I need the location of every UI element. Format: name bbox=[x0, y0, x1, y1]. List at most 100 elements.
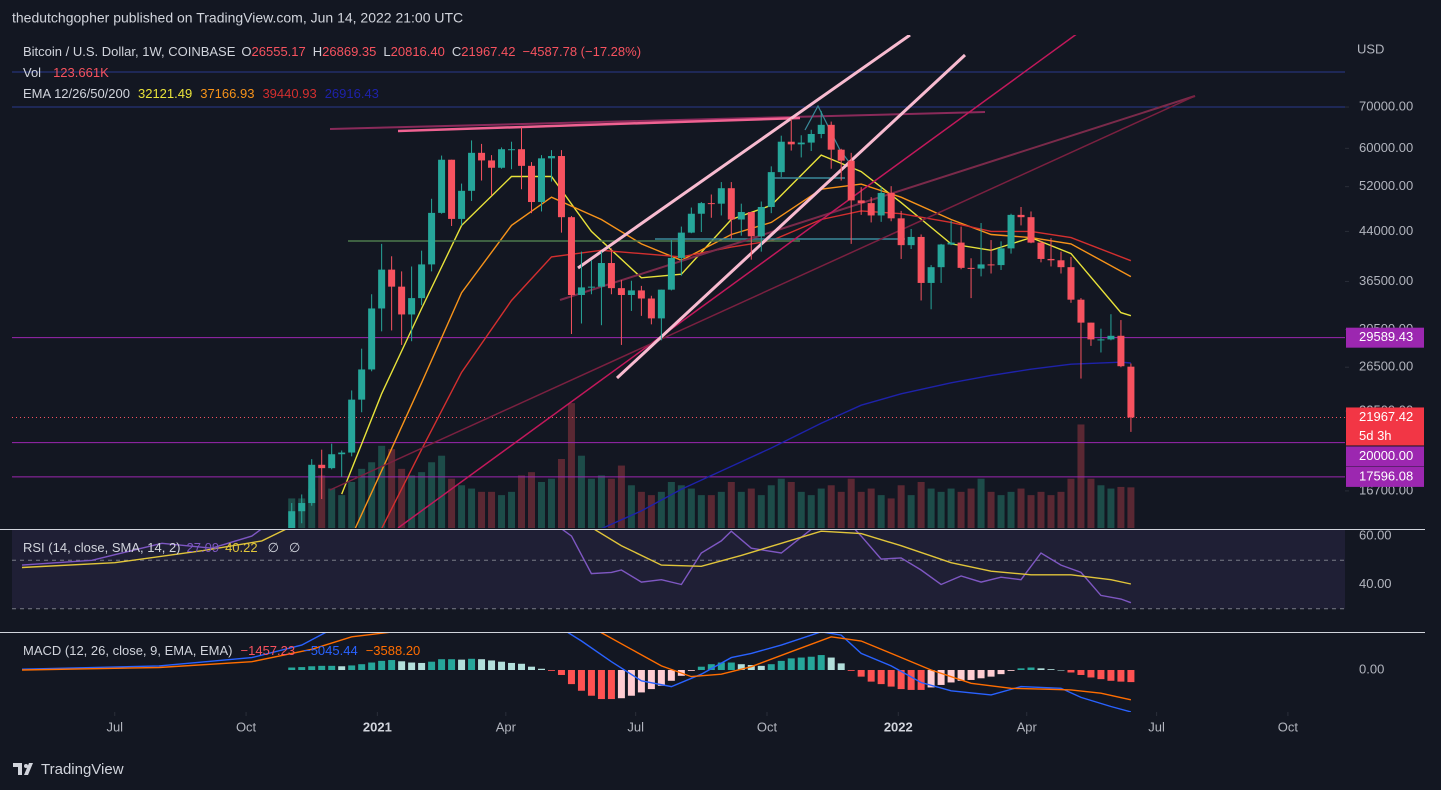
candle-body bbox=[837, 149, 845, 161]
volume-bar bbox=[408, 475, 416, 528]
candle-body bbox=[857, 200, 865, 204]
candle-body bbox=[607, 263, 615, 289]
volume-bar bbox=[1047, 495, 1055, 528]
macd-histogram-bar bbox=[388, 660, 396, 671]
macd-histogram-bar bbox=[737, 664, 745, 671]
candle-body bbox=[777, 141, 785, 173]
macd-histogram-bar bbox=[408, 662, 416, 671]
volume-bar bbox=[877, 495, 885, 528]
candle-body bbox=[977, 264, 985, 269]
candle-body bbox=[827, 124, 835, 150]
macd-histogram-bar bbox=[787, 658, 795, 671]
drawing-line bbox=[615, 53, 967, 380]
volume-bar bbox=[338, 495, 346, 528]
candle-body bbox=[577, 287, 585, 296]
candle-body bbox=[1067, 267, 1075, 300]
candle-body bbox=[957, 242, 965, 268]
ema-line bbox=[381, 210, 1132, 528]
candle-body bbox=[288, 511, 296, 528]
legend-item: L bbox=[383, 44, 390, 59]
volume-bar bbox=[428, 462, 436, 528]
candle-body bbox=[408, 298, 416, 315]
macd-histogram-bar bbox=[957, 670, 965, 681]
macd-histogram-bar bbox=[547, 670, 555, 671]
volume-bar bbox=[737, 491, 745, 528]
legend-item: 26916.43 bbox=[325, 86, 379, 101]
volume-bar bbox=[388, 449, 396, 528]
candle-body bbox=[478, 152, 486, 161]
volume-bar bbox=[617, 465, 625, 528]
volume-bar bbox=[498, 495, 506, 528]
y-tick-label: 26500.00 bbox=[1359, 359, 1413, 374]
volume-bar bbox=[837, 491, 845, 528]
candle-body bbox=[747, 212, 755, 237]
candle-body bbox=[887, 192, 895, 219]
x-tick-label: 2022 bbox=[884, 719, 913, 734]
macd-line bbox=[21, 633, 1132, 701]
candle-body bbox=[817, 124, 825, 134]
candle-body bbox=[1107, 335, 1115, 340]
macd-histogram-bar bbox=[717, 662, 725, 671]
legend-item: ∅ bbox=[268, 540, 279, 555]
legend-item: −3588.20 bbox=[366, 643, 421, 658]
volume-bar bbox=[1017, 488, 1025, 528]
candle-body bbox=[518, 149, 526, 166]
volume-bar bbox=[458, 485, 466, 528]
candle-body bbox=[677, 232, 685, 258]
volume-bar bbox=[1117, 486, 1125, 528]
volume-bar bbox=[308, 488, 316, 528]
volume-bar bbox=[897, 485, 905, 528]
macd-histogram-bar bbox=[937, 670, 945, 685]
candle-body bbox=[458, 190, 466, 219]
candles bbox=[288, 110, 1135, 528]
volume-bar bbox=[807, 495, 815, 528]
macd-histogram-bar bbox=[428, 661, 436, 671]
volume-bar bbox=[478, 491, 486, 528]
volume-bar bbox=[957, 491, 965, 528]
macd-histogram-bar bbox=[697, 666, 705, 671]
volume-bar bbox=[1027, 495, 1035, 528]
macd-histogram-bar bbox=[607, 670, 615, 700]
volume-bar bbox=[587, 478, 595, 528]
macd-histogram-bar bbox=[1007, 670, 1015, 671]
x-tick-label: Jul bbox=[106, 719, 123, 734]
macd-histogram-bar bbox=[727, 662, 735, 671]
candle-body bbox=[737, 212, 745, 220]
candle-body bbox=[1097, 339, 1105, 341]
candle-body bbox=[1037, 242, 1045, 259]
macd-histogram-bar bbox=[498, 661, 506, 671]
volume-bar bbox=[947, 488, 955, 528]
candle-body bbox=[707, 203, 715, 205]
legend-row: MACD (12, 26, close, 9, EMA, EMA) −1457.2… bbox=[23, 643, 420, 658]
volume-bar bbox=[817, 488, 825, 528]
macd-histogram-bar bbox=[338, 666, 346, 671]
volume-bar bbox=[1087, 478, 1095, 528]
candle-body bbox=[657, 289, 665, 319]
y-tick-label: 70000.00 bbox=[1359, 98, 1413, 113]
volume-bar bbox=[827, 485, 835, 528]
legend-item: ∅ bbox=[289, 540, 300, 555]
legend-item: 21967.42 bbox=[461, 44, 515, 59]
candle-body bbox=[498, 149, 506, 168]
candle-body bbox=[917, 236, 925, 283]
candle-body bbox=[897, 218, 905, 246]
volume-bar bbox=[597, 475, 605, 528]
candle-body bbox=[1087, 322, 1095, 340]
macd-histogram-bar bbox=[308, 666, 316, 671]
candle-body bbox=[967, 267, 975, 269]
volume-bar bbox=[907, 495, 915, 528]
x-tick-label: Jul bbox=[1148, 719, 1165, 734]
drawing-line bbox=[577, 35, 911, 270]
volume-bar bbox=[418, 472, 426, 528]
candle-body bbox=[567, 217, 575, 296]
macd-pane bbox=[21, 633, 1135, 712]
macd-histogram-bar bbox=[617, 670, 625, 699]
rsi-tick-label: 40.00 bbox=[1359, 576, 1392, 591]
macd-histogram-bar bbox=[627, 670, 635, 696]
volume-bar bbox=[448, 478, 456, 528]
rsi-band bbox=[12, 530, 1345, 609]
volume-bar bbox=[508, 491, 516, 528]
macd-histogram-bar bbox=[777, 660, 785, 671]
macd-histogram-bar bbox=[378, 660, 386, 671]
